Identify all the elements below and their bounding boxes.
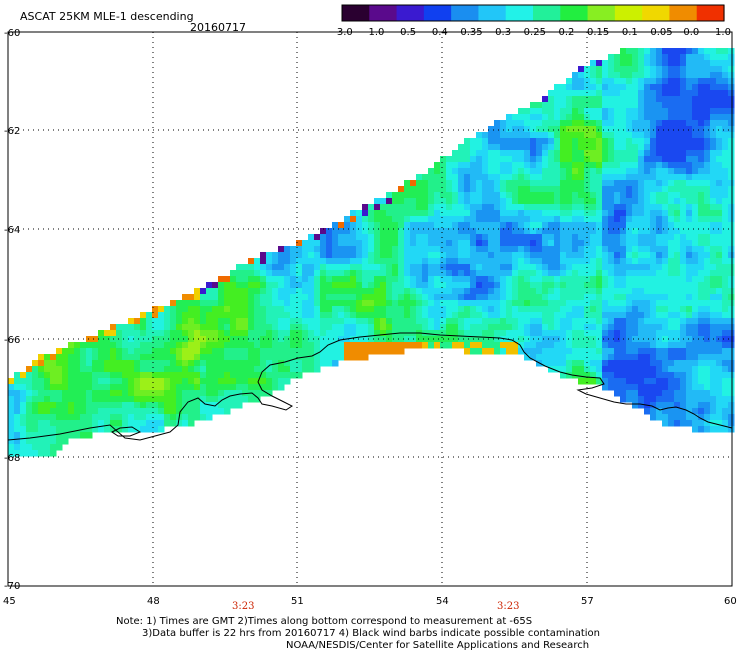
colorbar: -3.0 -1.0 -0.5 -0.4 -0.35 -0.3 -0.25 -0.2 -0.15-… [333,4,731,38]
lat-label: -64 [4,225,20,236]
colorbar-swatch [451,5,480,21]
colorbar-swatch [533,5,561,21]
lon-label: 48 [147,596,160,607]
wind-swath [8,48,735,457]
note-line: NOAA/NESDIS/Center for Satellite Applica… [286,640,589,650]
lon-label: 54 [436,596,449,607]
colorbar-swatch [396,5,425,21]
colorbar-swatch [423,5,452,21]
coastline [7,332,733,441]
colorbar-swatch [342,5,370,21]
lon-label: 57 [581,596,594,607]
lat-label: -60 [4,28,20,39]
colorbar-swatch [587,5,616,21]
latitude-labels: -60 -62 -64 -66 -68 -70 [4,28,20,592]
colorbar-swatch [478,5,507,21]
colorbar-swatch [696,5,725,21]
longitude-labels: 45 48 51 54 57 60 [3,596,737,607]
product-title: ASCAT 25KM MLE-1 descending [20,10,194,23]
lon-label: 51 [291,596,304,607]
lon-label: 60 [724,596,737,607]
product-date: 20160717 [190,21,246,34]
colorbar-swatch [369,5,398,21]
colorbar-swatch [505,5,534,21]
lon-label: 45 [3,596,16,607]
island-coastline [111,426,142,437]
lat-lon-grid [8,32,732,586]
colorbar-swatch [614,5,643,21]
map-frame [7,31,733,587]
colorbar-swatch [642,5,671,21]
lat-label: -70 [4,581,20,592]
colorbar-swatch [560,5,589,21]
lat-label: -68 [4,453,20,464]
lat-label: -62 [4,126,20,137]
colorbar-swatch [669,5,698,21]
lat-label: -66 [4,335,20,346]
pass-time: 3:23 [232,601,254,612]
note-line: Note: 1) Times are GMT 2)Times along bot… [116,616,532,627]
pass-time: 3:23 [497,601,519,612]
note-line: 3)Data buffer is 22 hrs from 20160717 4)… [142,628,600,639]
